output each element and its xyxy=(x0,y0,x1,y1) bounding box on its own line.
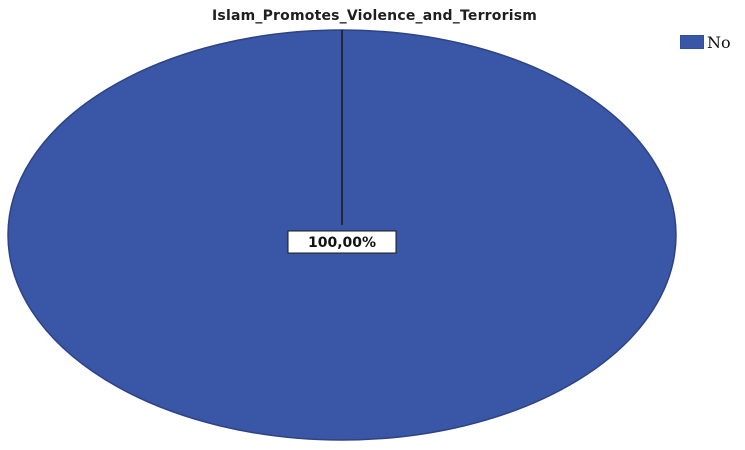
data-label-box xyxy=(287,230,397,254)
chart-title: Islam_Promotes_Violence_and_Terrorism xyxy=(212,8,538,24)
legend: No xyxy=(680,32,731,52)
legend-swatch-no xyxy=(680,35,704,49)
data-label-no: 100,00% xyxy=(308,235,376,251)
data-label-group: 100,00% xyxy=(287,230,397,254)
legend-label-no: No xyxy=(707,32,731,52)
